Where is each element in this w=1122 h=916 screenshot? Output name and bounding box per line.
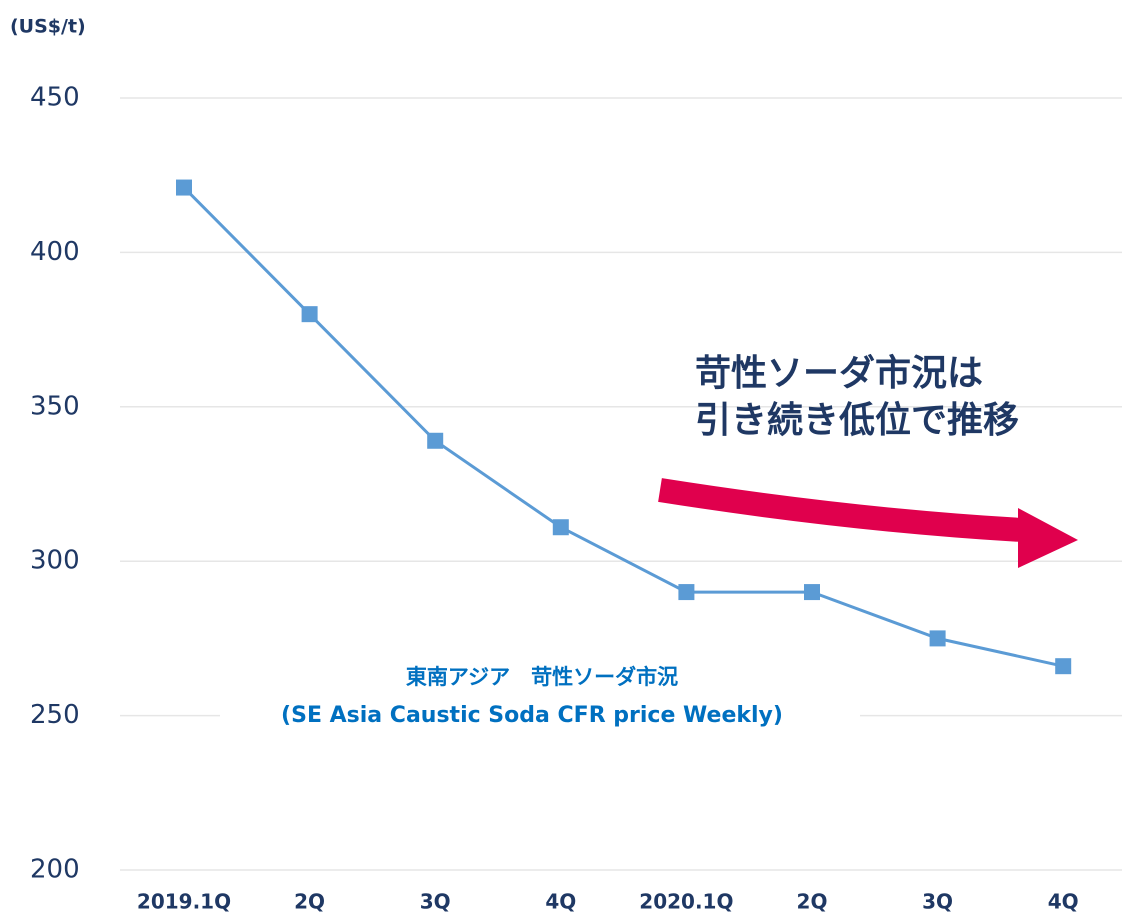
marker bbox=[678, 584, 695, 601]
marker bbox=[804, 584, 820, 601]
subtitle-bg bbox=[220, 690, 860, 740]
marker bbox=[427, 432, 444, 449]
line bbox=[182, 186, 1064, 668]
y-tick-label: 400 bbox=[30, 237, 80, 267]
marker bbox=[929, 630, 946, 647]
marker bbox=[301, 306, 318, 323]
x-tick-label: 2020.1Q bbox=[639, 890, 733, 914]
y-tick-label: 200 bbox=[30, 855, 80, 885]
annotation: 苛性ソーダ市況は bbox=[695, 353, 983, 394]
x-tick-label: 2019.1Q bbox=[137, 890, 231, 914]
x-tick-label: 4Q bbox=[1048, 890, 1079, 914]
x-tick-label: 4Q bbox=[545, 890, 576, 914]
trend-arrow bbox=[658, 478, 1023, 542]
x-tick-label: 3Q bbox=[922, 890, 953, 914]
x-tick-label: 2Q bbox=[294, 890, 325, 914]
y-tick-label: 350 bbox=[30, 391, 80, 421]
y-tick-label: 450 bbox=[30, 83, 80, 113]
trend-arrow-head bbox=[1018, 508, 1078, 568]
annotation: 引き続き低位で推移 bbox=[695, 400, 1019, 441]
marker bbox=[176, 179, 192, 196]
subtitle: (SE Asia Caustic Soda CFR price Weekly) bbox=[281, 703, 783, 728]
x-tick-label: 3Q bbox=[420, 890, 451, 914]
subtitle: 東南アジア 苛性ソーダ市況 bbox=[406, 665, 678, 689]
marker bbox=[1055, 658, 1072, 675]
unit-label: (US$/t) bbox=[10, 16, 86, 38]
y-tick-label: 250 bbox=[30, 700, 80, 730]
x-tick-label: 2Q bbox=[797, 890, 828, 914]
marker bbox=[552, 519, 569, 536]
y-tick-label: 300 bbox=[30, 546, 80, 576]
